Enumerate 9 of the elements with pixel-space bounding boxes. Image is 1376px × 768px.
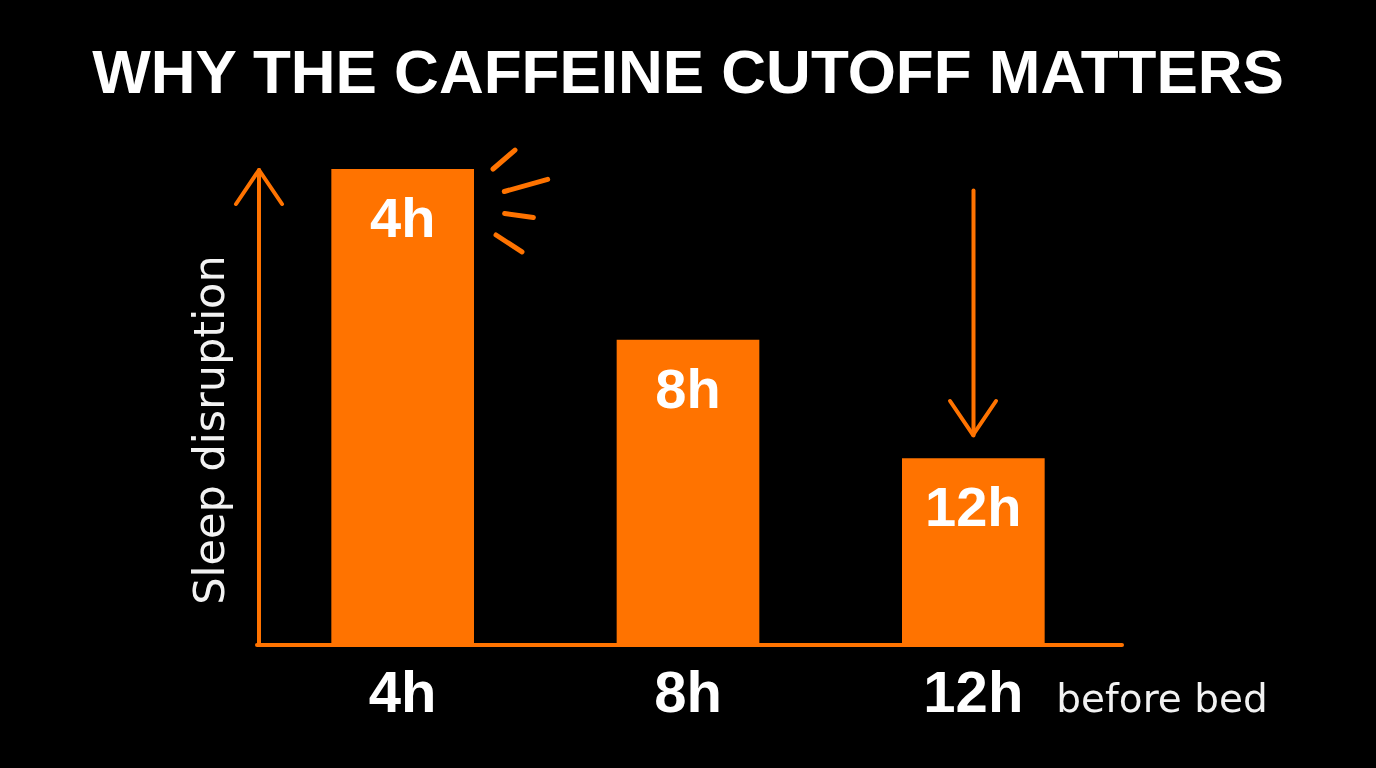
y-axis-title: Sleep disruption xyxy=(184,255,234,605)
annotation: 4h xyxy=(369,186,436,249)
x-tick-label: 4h xyxy=(368,659,437,724)
chart-title: WHY THE CAFFEINE CUTOFF MATTERS xyxy=(92,37,1284,106)
x-tick-label: 8h xyxy=(654,659,722,724)
x-tick-label: 12h xyxy=(923,659,1024,724)
annotation: 12h xyxy=(925,475,1022,539)
annotation: 8h xyxy=(655,356,721,420)
x-axis-title: before bed xyxy=(1056,676,1268,721)
